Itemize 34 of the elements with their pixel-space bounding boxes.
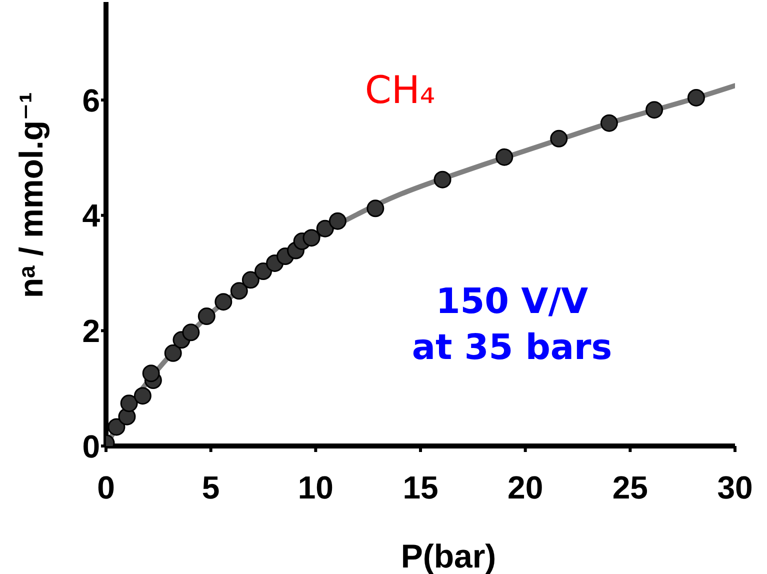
point (142, 364, 160, 382)
x-tick-label: 25 (612, 470, 648, 506)
point (164, 344, 182, 362)
y-tick-label: 0 (82, 428, 100, 464)
annotation: 150 V/V at 35 bars (412, 281, 612, 370)
point (646, 101, 664, 119)
point (496, 148, 514, 166)
point (302, 229, 320, 247)
point (434, 170, 452, 188)
point (600, 114, 618, 132)
point (182, 324, 200, 342)
point (550, 130, 568, 148)
point (134, 387, 152, 405)
point (120, 394, 138, 412)
x-tick-label: 30 (717, 470, 753, 506)
y-tick-label: 2 (82, 313, 100, 350)
y-tick-label: 6 (82, 82, 100, 118)
point (242, 271, 260, 289)
annotation: CH₄ (364, 67, 436, 114)
x-tick-label: 20 (508, 470, 544, 506)
y-tick-label: 4 (82, 198, 100, 234)
x-tick-label: 5 (202, 470, 220, 506)
point (230, 282, 248, 300)
point (214, 293, 232, 311)
y-axis-title: nᵃ / mmol.g⁻¹ (12, 92, 50, 298)
point (328, 212, 346, 230)
x-tick-label: 10 (298, 470, 334, 506)
point (316, 220, 334, 238)
point (198, 308, 216, 326)
point (254, 262, 272, 280)
point (366, 200, 384, 218)
x-tick-label: 15 (402, 470, 438, 506)
point (108, 418, 126, 436)
point (687, 88, 705, 106)
